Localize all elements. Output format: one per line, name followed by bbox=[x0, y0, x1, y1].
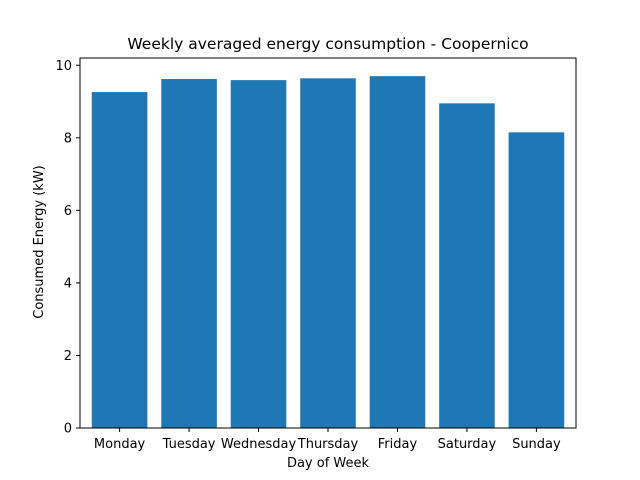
x-tick-label: Friday bbox=[378, 437, 418, 452]
x-tick-label: Monday bbox=[94, 437, 146, 452]
x-tick-label: Sunday bbox=[512, 437, 561, 452]
bar-friday bbox=[369, 76, 426, 428]
y-tick-group: 0 2 4 6 8 10 bbox=[55, 59, 80, 437]
bar-thursday bbox=[300, 78, 356, 429]
x-tick-label: Tuesday bbox=[162, 437, 216, 452]
bar-sunday bbox=[508, 132, 565, 429]
bar-saturday bbox=[439, 103, 495, 428]
y-tick-label: 4 bbox=[64, 276, 72, 291]
x-axis-label: Day of Week bbox=[287, 456, 370, 471]
x-tick-label: Saturday bbox=[438, 437, 497, 452]
y-tick-label: 8 bbox=[64, 131, 72, 146]
bar-tuesday bbox=[161, 79, 217, 428]
bar-monday bbox=[91, 92, 148, 429]
chart-title: Weekly averaged energy consumption - Coo… bbox=[127, 35, 528, 53]
x-tick-label: Thursday bbox=[297, 437, 359, 452]
x-tick-label: Wednesday bbox=[221, 437, 297, 452]
y-tick-label: 0 bbox=[64, 422, 72, 437]
x-tick-group: Monday Tuesday Wednesday Thursday Friday Satu… bbox=[94, 428, 561, 452]
y-tick-label: 6 bbox=[64, 204, 72, 219]
bar-wednesday bbox=[230, 80, 287, 429]
bar-group bbox=[91, 76, 565, 429]
y-tick-label: 2 bbox=[64, 349, 72, 364]
y-tick-label: 10 bbox=[55, 59, 72, 74]
y-axis-label: Consumed Energy (kW) bbox=[32, 165, 47, 319]
